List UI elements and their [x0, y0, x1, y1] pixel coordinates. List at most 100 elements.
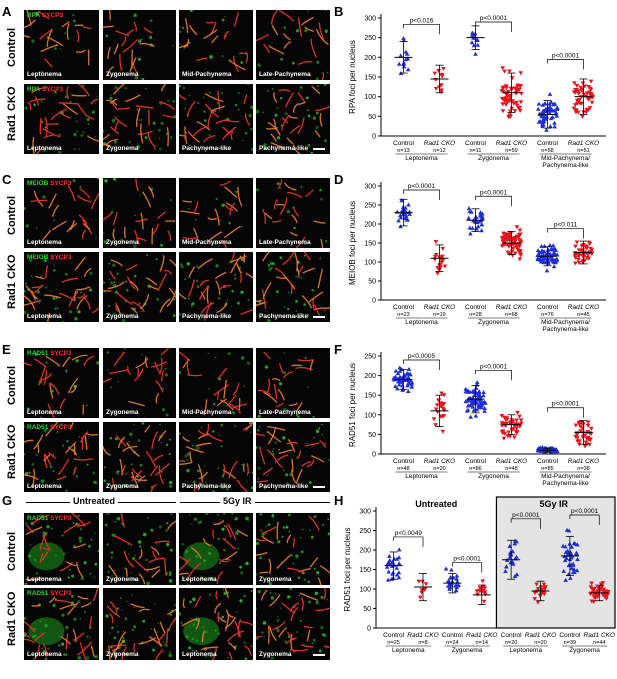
n-label: n=19: [433, 312, 445, 318]
n-label: n=12: [433, 148, 445, 154]
n-label: n=51: [577, 148, 589, 154]
y-tick-label: 250: [364, 35, 376, 42]
micrograph-image: Late-Pachynema: [256, 178, 330, 248]
y-tick-label: 0: [372, 134, 376, 141]
row-label: Rad1 CKO: [6, 424, 18, 479]
stage-label: Late-Pachynema: [259, 239, 311, 246]
y-axis-label: RAD51 foci per nucleus: [343, 527, 352, 611]
stain-green: RAD51: [27, 590, 49, 597]
scale-bar: [313, 316, 325, 318]
stage-label: Pachynema-like: [542, 480, 589, 487]
y-tick-label: 50: [363, 606, 371, 613]
stage-label: Pachynema-like: [182, 483, 232, 490]
plot-svg: 0 50 100 150 200 250 300 MEIOB foci per nucleus…: [348, 182, 606, 333]
x-category-label: Rad1 CKO: [424, 458, 455, 465]
stage-label: Leptonema: [510, 647, 543, 654]
x-category-label: Control: [442, 632, 464, 639]
micrograph-image: RPA SYCP3 Leptonema: [24, 10, 99, 80]
stain-green: RAD51: [27, 424, 49, 431]
micrograph-image: MEIOB SYCP3 Leptonema: [24, 178, 99, 248]
row-label: Rad1 CKO: [6, 254, 18, 309]
stage-label: Late-Pachynema: [259, 71, 311, 78]
x-category-label: Rad1 CKO: [568, 458, 599, 465]
x-category-label: Rad1 CKO: [496, 304, 527, 311]
p-value-label: p<0.0001: [552, 401, 580, 408]
n-label: n=38: [577, 466, 589, 472]
p-value-label: p<0.0001: [408, 183, 436, 190]
row-label: Control: [6, 531, 18, 571]
n-label: n=45: [577, 312, 589, 318]
row-label: Control: [6, 365, 18, 405]
stain-green: RPA: [27, 86, 40, 93]
n-label: n=20: [433, 466, 445, 472]
x-category-label: Control: [537, 458, 559, 465]
p-value-label: p<0.0001: [512, 512, 540, 519]
stain-red: SYCP3: [48, 424, 72, 431]
n-label: n=48: [505, 466, 517, 472]
micrograph-image: Zygonema: [256, 588, 330, 660]
chart-F: 0 50 100 150 200 250 RAD51 foci per nucleus Con…: [336, 342, 617, 490]
stage-label: Zygonema: [569, 647, 600, 654]
panel-letter-E: E: [2, 342, 11, 357]
row-label: Rad1 CKO: [6, 591, 18, 646]
y-tick-label: 250: [364, 354, 376, 361]
group-label: Untreated: [415, 499, 457, 509]
scale-bar: [313, 148, 325, 150]
n-label: n=11: [470, 148, 482, 154]
x-category-label: Rad1 CKO: [584, 632, 615, 639]
micrograph-image: Zygonema: [103, 588, 176, 660]
micrograph-image: Leptonema: [179, 588, 253, 660]
stage-label: Zygonema: [478, 319, 509, 326]
y-tick-label: 100: [359, 587, 371, 594]
y-axis-label: RAD51 foci per nucleus: [348, 363, 357, 447]
p-value-label: p<0.0001: [453, 556, 481, 563]
y-tick-label: 300: [364, 184, 376, 191]
micrograph-image: Pachynema-like: [256, 84, 330, 154]
y-tick-label: 50: [368, 432, 376, 439]
y-tick-label: 0: [372, 298, 376, 305]
stage-label: Mid-Pachynema: [182, 239, 232, 246]
stage-label: Leptonema: [27, 71, 62, 78]
y-tick-label: 50: [368, 114, 376, 121]
x-category-label: Control: [465, 304, 487, 311]
micrograph-image: RAD51 SYCP3 Leptonema: [24, 588, 99, 660]
stain-label: MEIOB SYCP3: [27, 254, 71, 261]
panel-letter-F: F: [334, 342, 342, 357]
n-label: n=76: [541, 312, 553, 318]
stage-label: Leptonema: [27, 409, 62, 416]
stage-label: Pachynema-like: [259, 145, 309, 152]
micrograph-image: RPA SYCP3 Leptonema: [24, 84, 99, 154]
y-tick-label: 300: [359, 509, 371, 516]
p-value-label: p<0.0001: [571, 508, 599, 515]
x-category-label: Rad1 CKO: [424, 304, 455, 311]
stain-label: RAD51 SYCP3: [27, 590, 71, 597]
x-category-label: Control: [393, 304, 415, 311]
y-tick-label: 150: [364, 75, 376, 82]
control-points: [384, 547, 402, 582]
stain-green: RAD51: [27, 515, 49, 522]
micrograph-image: Late-Pachynema: [256, 348, 330, 418]
row-label: Control: [6, 27, 18, 67]
stage-label: Leptonema: [392, 647, 425, 654]
cko-points: [416, 579, 429, 600]
micrograph-image: RAD51 SYCP3 Leptonema: [24, 422, 99, 492]
y-tick-label: 150: [359, 567, 371, 574]
n-label: n=86: [469, 466, 481, 472]
stage-label: Mid-Pachynema/: [541, 155, 590, 162]
stage-label: Leptonema: [405, 155, 438, 162]
x-category-label: Control: [559, 632, 581, 639]
micrograph-image: Late-Pachynema: [256, 10, 330, 80]
cko-points: [432, 67, 446, 95]
stage-label: Leptonema: [27, 483, 62, 490]
p-value-label: p<0.0005: [408, 353, 436, 360]
x-category-label: Control: [465, 140, 487, 147]
stain-red: SYCP3: [48, 515, 72, 522]
n-label: n=85: [541, 466, 553, 472]
control-points: [463, 380, 488, 419]
stain-label: MEIOB SYCP3: [27, 180, 71, 187]
y-tick-label: 100: [364, 94, 376, 101]
stain-green: RAD51: [27, 350, 49, 357]
y-tick-label: 200: [364, 55, 376, 62]
y-axis-label: RPA foci per nucleus: [348, 40, 357, 114]
control-points: [535, 91, 560, 132]
